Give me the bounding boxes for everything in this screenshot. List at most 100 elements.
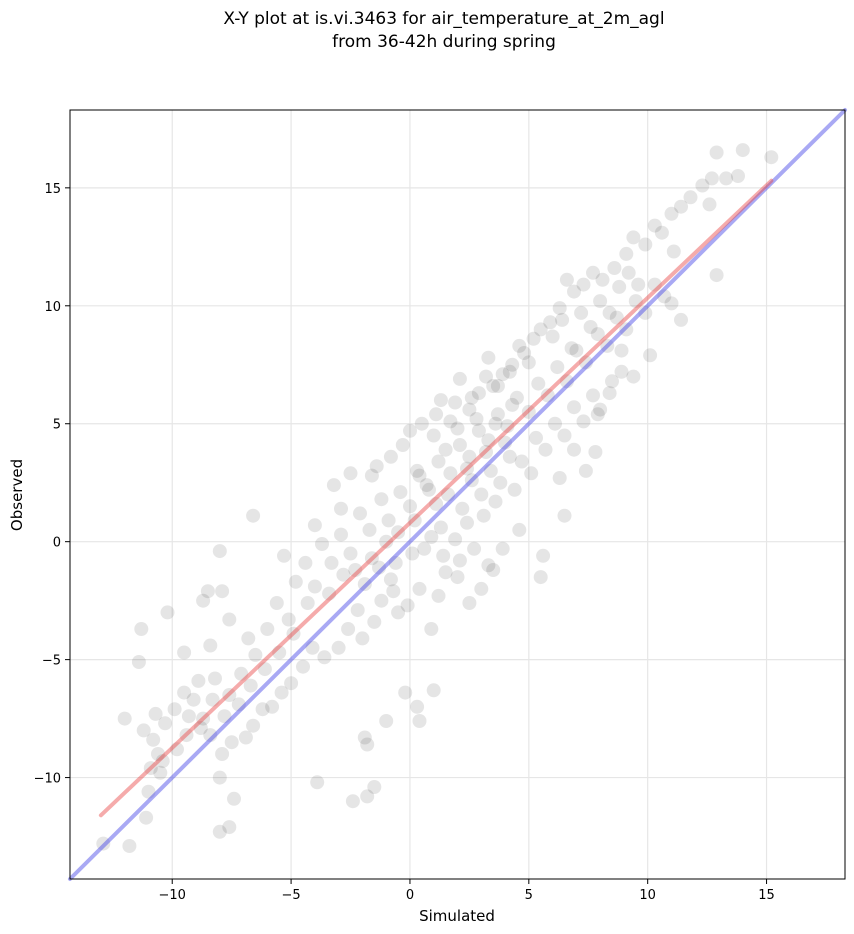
- data-point: [422, 482, 436, 497]
- data-point: [483, 463, 498, 478]
- data-point: [412, 714, 427, 728]
- data-point: [481, 350, 496, 365]
- data-point: [578, 355, 593, 370]
- data-point: [364, 551, 379, 566]
- data-point: [424, 530, 439, 544]
- data-point: [509, 390, 524, 405]
- data-point: [664, 296, 679, 311]
- y-tick-label: −10: [34, 772, 61, 787]
- data-point: [324, 555, 339, 570]
- data-point: [265, 699, 280, 714]
- data-point: [666, 244, 681, 259]
- data-point: [269, 596, 284, 610]
- data-point: [631, 277, 646, 292]
- data-point: [186, 692, 201, 707]
- data-point: [367, 614, 382, 629]
- data-point: [490, 379, 505, 393]
- data-point: [481, 558, 496, 573]
- data-point: [450, 421, 465, 436]
- data-point: [500, 419, 515, 434]
- data-point: [605, 374, 619, 389]
- data-point: [452, 438, 467, 452]
- data-point: [255, 702, 270, 717]
- data-point: [345, 794, 360, 809]
- data-point: [379, 714, 394, 728]
- data-point: [307, 579, 322, 594]
- data-point: [412, 468, 427, 483]
- data-point: [298, 555, 313, 570]
- chart-subtitle: from 36-42h during spring: [332, 32, 556, 52]
- data-point: [315, 537, 329, 551]
- data-point: [153, 765, 168, 780]
- data-point: [257, 662, 272, 677]
- data-point: [471, 423, 486, 438]
- data-point: [222, 820, 237, 835]
- data-point: [388, 555, 403, 570]
- data-point: [521, 404, 536, 419]
- data-point: [260, 622, 275, 636]
- data-point: [481, 433, 496, 448]
- data-point: [431, 454, 446, 469]
- data-point: [521, 355, 536, 370]
- data-point: [657, 289, 672, 304]
- data-point: [450, 570, 465, 585]
- data-point: [476, 508, 491, 523]
- data-point: [464, 473, 479, 488]
- data-point: [212, 770, 227, 785]
- x-tick-label: 0: [406, 888, 414, 903]
- data-point: [322, 586, 337, 601]
- data-point: [391, 605, 406, 620]
- data-point: [336, 567, 351, 582]
- data-point: [288, 574, 303, 589]
- data-point: [196, 593, 211, 608]
- x-tick-label: −10: [159, 888, 186, 903]
- data-point: [576, 277, 591, 292]
- data-point: [638, 305, 653, 320]
- data-point: [158, 716, 173, 731]
- data-point: [590, 407, 605, 422]
- data-point: [341, 622, 356, 636]
- data-point: [564, 341, 579, 356]
- data-point: [588, 445, 603, 459]
- data-point: [540, 388, 555, 403]
- data-point: [695, 178, 710, 193]
- data-point: [602, 386, 617, 401]
- data-point: [557, 428, 572, 443]
- data-point: [647, 277, 662, 292]
- data-point: [305, 640, 320, 655]
- data-point: [505, 357, 520, 372]
- data-point: [441, 487, 455, 502]
- data-point: [426, 683, 441, 698]
- y-tick-label: 15: [44, 182, 61, 197]
- data-point: [160, 605, 175, 620]
- data-point: [217, 709, 232, 724]
- data-point: [638, 237, 653, 252]
- data-point: [196, 711, 211, 726]
- y-tick-label: 0: [53, 536, 61, 551]
- data-point: [372, 560, 386, 575]
- data-point: [576, 414, 591, 429]
- data-point: [419, 478, 434, 493]
- data-point: [355, 631, 370, 646]
- data-point: [429, 407, 444, 422]
- data-point: [170, 742, 184, 757]
- data-point: [191, 673, 206, 688]
- data-point: [474, 487, 489, 502]
- data-point: [550, 360, 565, 375]
- data-point: [462, 596, 477, 610]
- data-point: [155, 754, 170, 769]
- data-point: [227, 791, 241, 806]
- data-point: [531, 376, 546, 391]
- data-point: [614, 343, 629, 358]
- data-point: [379, 534, 394, 549]
- data-point: [277, 548, 291, 563]
- data-point: [702, 197, 717, 212]
- data-point: [310, 775, 325, 790]
- data-point: [502, 449, 517, 464]
- data-point: [381, 513, 396, 528]
- data-point: [664, 206, 679, 221]
- data-point: [574, 305, 589, 320]
- y-tick-label: 10: [44, 300, 61, 315]
- data-point: [243, 678, 258, 693]
